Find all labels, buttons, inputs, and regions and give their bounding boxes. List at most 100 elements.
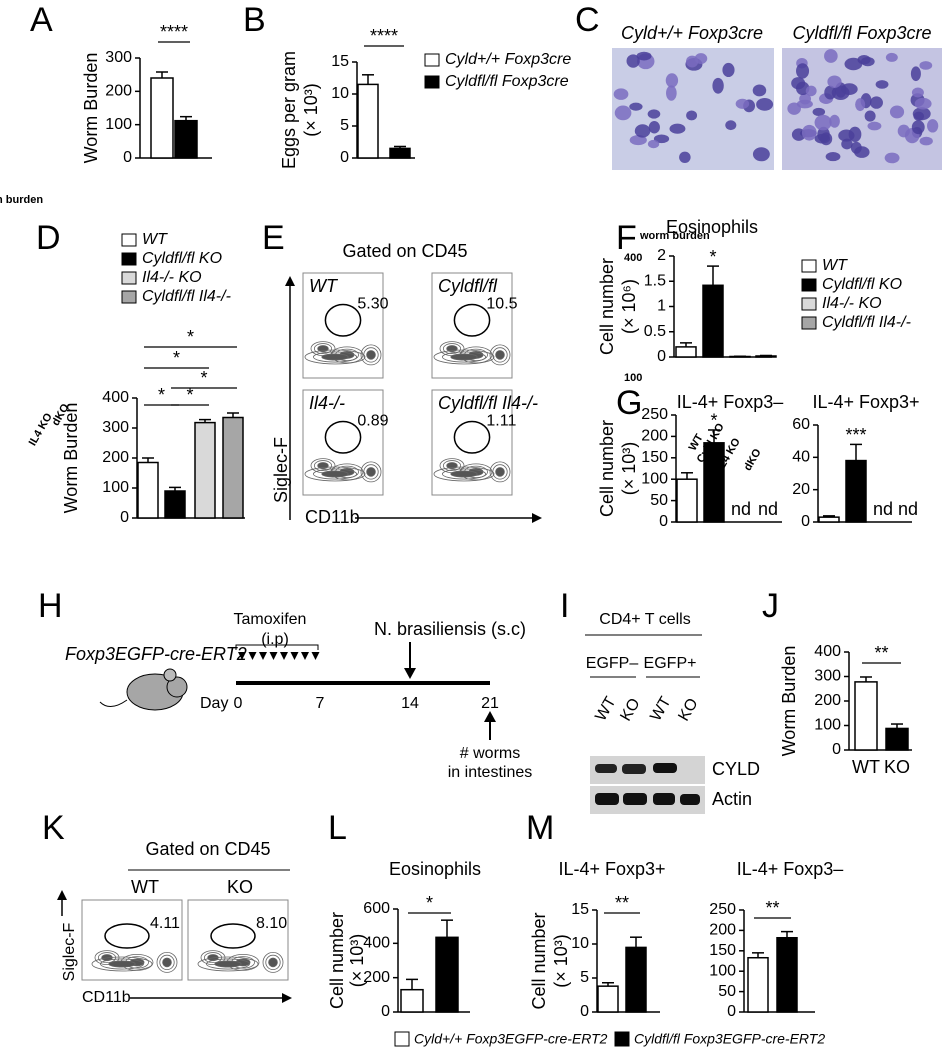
bar-chart: 0 50 100 150 200 250 nd nd Cell number (× 10³) IL-… [597, 392, 784, 530]
legend-label: Cyld+/+ Foxp3EGFP-cre-ERT2 [414, 1031, 608, 1047]
panel-letters: A B C D E F G H I J K L M [30, 1, 779, 847]
y-tick-label: 0.5 [644, 323, 666, 340]
route: (i.p) [261, 631, 289, 648]
legend-swatch [121, 271, 137, 285]
cell [752, 84, 767, 97]
cell [911, 120, 925, 135]
cell [824, 49, 838, 63]
flow-title: Gated on CD45 [145, 839, 270, 859]
panel-letter: M [526, 809, 554, 847]
bar [222, 416, 244, 519]
y-tick-label: 20 [792, 481, 810, 498]
legend-label: Cyld+/+ Foxp3cre [445, 51, 571, 68]
contour [304, 466, 366, 482]
axis-label: Siglec-F [271, 437, 291, 503]
gate [324, 303, 362, 337]
significance: **** [160, 22, 188, 42]
gate-percent: 5.30 [357, 296, 388, 313]
y-tick-label: 15 [331, 53, 349, 70]
timeline: Foxp3EGFP-cre-ERT2 Tamoxifen (i.p) Day 0… [65, 611, 532, 781]
cell [841, 138, 853, 150]
micrographs: Cyld+/+ Foxp3cre Cyldfl/fl Foxp3cre [612, 23, 942, 170]
cell [636, 51, 652, 61]
cell [814, 114, 832, 131]
band [653, 793, 675, 805]
cell [855, 98, 866, 112]
cell [884, 152, 900, 164]
legend-swatch [614, 1031, 630, 1047]
chart-title: IL-4+ Foxp3+ [558, 859, 665, 879]
bar-chart: 0 200 400 600 Cell number (× 10³) Eosinophils * [327, 859, 481, 1020]
cell [805, 85, 817, 97]
stray-label: 100 [624, 372, 642, 384]
cell [735, 98, 750, 109]
cell [801, 124, 817, 141]
y-tick-label: 200 [814, 692, 841, 709]
legend-label: Il4-/- KO [142, 269, 202, 286]
y-tick-label: 200 [102, 449, 129, 466]
contour [197, 956, 259, 972]
bar [435, 936, 459, 1013]
bar [174, 119, 198, 159]
bar [702, 284, 724, 358]
y-axis-label: Cell number [529, 912, 549, 1009]
legend-swatch [424, 53, 440, 67]
bar [703, 442, 725, 523]
group-label: KO [227, 877, 253, 897]
y-tick-label: 0 [659, 513, 668, 530]
y-tick-label: 200 [105, 83, 132, 100]
chart-title: IL-4+ Foxp3– [677, 392, 784, 412]
triangle [280, 652, 288, 660]
injections [238, 652, 320, 660]
treatment: Tamoxifen [234, 611, 307, 628]
y-tick-label: 100 [641, 470, 668, 487]
contour [313, 460, 333, 472]
y-tick-label: 60 [792, 416, 810, 433]
y-axis-unit: (× 10³) [301, 83, 321, 137]
gate-percent: 1.11 [486, 413, 516, 430]
cell [791, 77, 806, 90]
cell [927, 119, 939, 133]
panel-letter: D [36, 219, 61, 257]
flow-k: Gated on CD45 WT KO Siglec-F CD11b 4.11 8… [57, 839, 292, 1006]
value-label: nd [873, 499, 893, 519]
significance: * [200, 368, 207, 388]
cell [838, 129, 855, 142]
bar [676, 478, 698, 523]
y-tick-label: 200 [709, 922, 736, 939]
significance: * [158, 385, 165, 405]
y-tick-label: 2 [657, 247, 666, 264]
arrowhead [532, 513, 542, 523]
bar [729, 355, 751, 358]
contour [450, 353, 478, 361]
contour [313, 343, 333, 355]
y-axis-label: Cell number [327, 912, 347, 1009]
cell [787, 102, 801, 115]
gate [453, 420, 491, 454]
gate [453, 303, 491, 337]
cell [647, 109, 661, 119]
legend-swatch [121, 252, 137, 266]
panel-letter: I [560, 587, 569, 625]
gate-percent: 10.5 [486, 296, 517, 313]
arrowhead [285, 276, 295, 286]
triangle [259, 652, 267, 660]
y-tick-label: 100 [709, 962, 736, 979]
cell [686, 110, 698, 121]
contour [360, 344, 382, 366]
contour [304, 349, 366, 365]
contour [321, 353, 349, 361]
y-tick-label: 0 [801, 513, 810, 530]
y-tick-label: 0 [120, 509, 129, 526]
y-tick-label: 200 [363, 969, 390, 986]
plot-label: Il4-/- [309, 393, 345, 413]
y-axis-label: Worm Burden [61, 403, 81, 514]
contour [156, 952, 178, 973]
contour [100, 958, 145, 970]
value-label: nd [731, 499, 751, 519]
flow-e: Gated on CD45 Siglec-F CD11b WT 5.30 Cyldf… [271, 241, 542, 527]
stray-label: n burden [0, 194, 43, 206]
